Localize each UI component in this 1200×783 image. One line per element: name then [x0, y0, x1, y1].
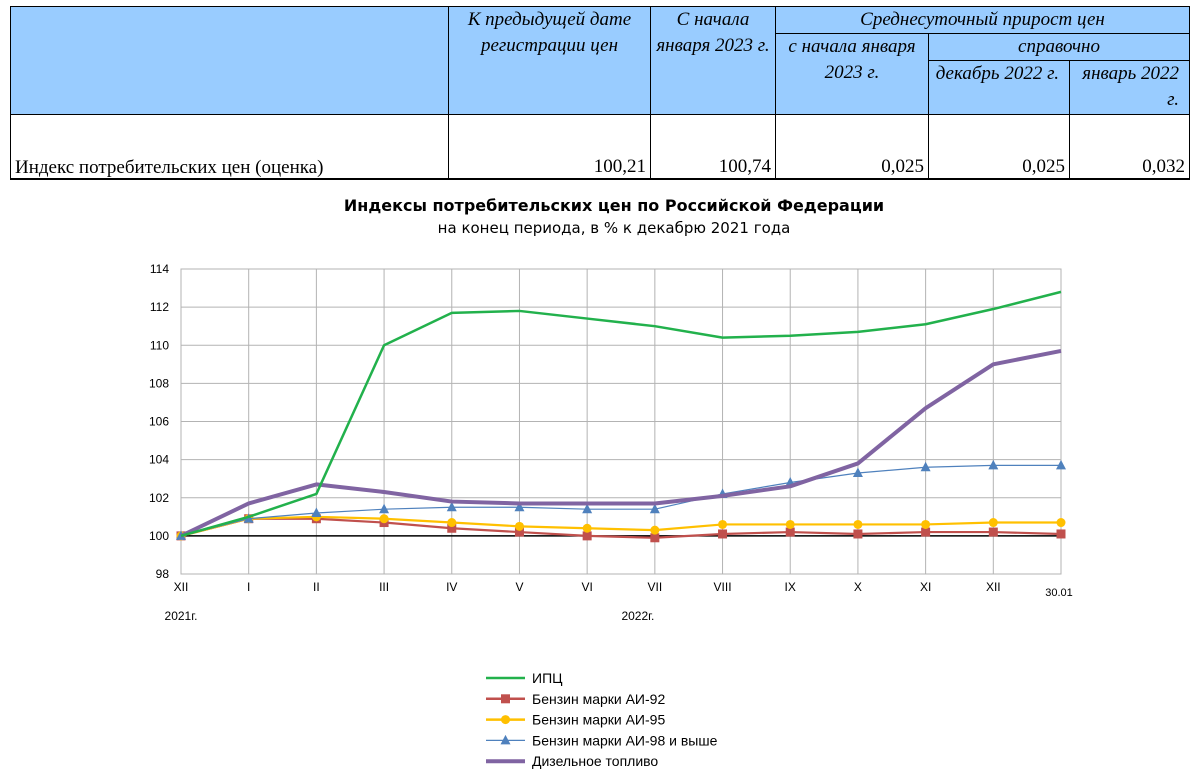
y-tick-label: 110 — [150, 338, 169, 352]
x-tick-label: XI — [920, 580, 931, 594]
legend-item: Бензин марки АИ-98 и выше — [486, 732, 718, 748]
x-tick-label: 30.01 — [1045, 587, 1073, 599]
header-dec-2022: декабрь 2022 г. — [928, 60, 1070, 115]
data-point — [718, 519, 728, 529]
x-tick-label: VIII — [714, 580, 732, 594]
x-tick-label: XII — [986, 580, 1001, 594]
data-point — [1056, 459, 1066, 470]
data-point — [853, 519, 863, 529]
data-point — [988, 459, 999, 470]
chart-title: Индексы потребительских цен по Российско… — [344, 196, 884, 215]
series-line — [180, 290, 1062, 538]
x-tick-label: V — [515, 580, 523, 594]
series-3 — [176, 459, 1066, 540]
header-prev-date: К предыдущей дате регистрации цен — [448, 6, 651, 115]
data-point — [379, 503, 390, 514]
series-line — [180, 515, 1061, 537]
data-point — [988, 518, 998, 528]
value-prev-date: 100,21 — [448, 114, 651, 180]
legend-item: Бензин марки АИ-95 — [486, 712, 665, 728]
data-point — [514, 501, 525, 512]
x-tick-label: IV — [446, 580, 457, 594]
x-tick-label: VII — [648, 580, 663, 594]
legend-label: Дизельное топливо — [532, 753, 658, 769]
data-point — [988, 527, 998, 537]
y-tick-label: 112 — [150, 300, 169, 314]
data-point — [650, 533, 660, 543]
legend-item: Дизельное топливо — [486, 753, 658, 769]
header-empty-cell — [10, 6, 449, 115]
header-avg-since-jan: с начала января 2023 г. — [775, 33, 929, 115]
data-point — [853, 529, 863, 539]
data-point — [501, 694, 510, 704]
legend-label: Бензин марки АИ-98 и выше — [532, 732, 718, 748]
data-point — [852, 467, 863, 477]
y-tick-label: 108 — [149, 376, 169, 390]
data-point — [514, 527, 524, 537]
legend-label: ИПЦ — [532, 670, 563, 686]
year-label: 2021г. — [165, 609, 198, 623]
header-reference: справочно — [927, 33, 1191, 61]
chart-subtitle: на конец периода, в % к декабрю 2021 год… — [438, 219, 791, 237]
data-point — [921, 527, 931, 537]
header-jan-2022: январь 2022 г. — [1068, 60, 1191, 115]
data-point — [582, 503, 593, 514]
data-point — [514, 521, 524, 531]
series-line — [180, 464, 1061, 537]
cpi-line-chart: Индексы потребительских цен по Российско… — [149, 196, 1073, 769]
y-tick-label: 102 — [149, 491, 169, 505]
data-point — [582, 531, 592, 541]
data-point — [650, 525, 660, 535]
year-label: 2022г. — [621, 609, 654, 623]
legend-label: Бензин марки АИ-95 — [532, 712, 665, 728]
x-tick-label: II — [313, 580, 320, 594]
y-tick-label: 104 — [149, 453, 169, 467]
x-tick-label: VI — [581, 580, 592, 594]
series-line — [180, 517, 1062, 539]
value-since-jan: 100,74 — [650, 114, 776, 180]
data-point — [447, 523, 457, 533]
data-point — [1056, 529, 1066, 539]
value-jan-2022: 0,032 — [1068, 114, 1191, 180]
data-point — [920, 461, 931, 472]
data-point — [446, 501, 457, 512]
legend-label: Бензин марки АИ-92 — [532, 691, 665, 707]
y-tick-label: 114 — [150, 262, 169, 276]
data-point — [921, 519, 931, 529]
table-row: Индекс потребительских цен (оценка) 100,… — [10, 114, 1191, 180]
x-tick-label: X — [854, 580, 862, 594]
y-tick-label: 106 — [149, 415, 169, 429]
x-tick-label: XII — [174, 580, 189, 594]
series-0 — [180, 290, 1062, 538]
data-point — [501, 715, 510, 725]
data-point — [785, 519, 795, 529]
y-tick-label: 98 — [156, 567, 170, 581]
cpi-summary-table: К предыдущей дате регистрации цен С нача… — [10, 6, 1191, 180]
series-2 — [176, 512, 1066, 541]
row-label-cpi: Индекс потребительских цен (оценка) — [10, 114, 449, 180]
x-tick-label: IX — [785, 580, 796, 594]
data-point — [379, 514, 389, 524]
data-point — [1056, 518, 1066, 528]
legend-item: Бензин марки АИ-92 — [486, 691, 665, 707]
data-point — [718, 529, 728, 539]
header-avg-daily-group: Среднесуточный прирост цен — [774, 6, 1191, 34]
header-since-jan: С начала января 2023 г. — [650, 6, 776, 115]
x-tick-label: I — [247, 580, 250, 594]
series-4 — [180, 349, 1062, 538]
value-avg-since-jan: 0,025 — [775, 114, 929, 180]
data-point — [649, 503, 660, 514]
data-point — [785, 527, 795, 537]
data-point — [500, 734, 511, 745]
legend-item: ИПЦ — [486, 670, 563, 686]
series-line — [180, 349, 1062, 538]
y-tick-label: 100 — [149, 529, 169, 543]
x-tick-label: III — [379, 580, 389, 594]
data-point — [582, 523, 592, 533]
value-dec-2022: 0,025 — [928, 114, 1070, 180]
data-point — [447, 518, 457, 528]
data-point — [311, 507, 322, 517]
